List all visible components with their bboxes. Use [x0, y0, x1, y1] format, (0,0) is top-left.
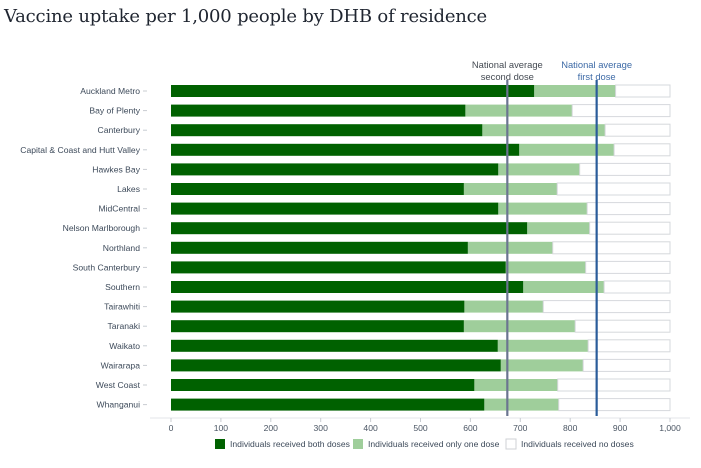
x-tick-label: 800 [563, 423, 578, 433]
category-label: Whanganui [97, 400, 141, 410]
bar-segment-no-doses [585, 260, 671, 274]
category-label: West Coast [96, 380, 141, 390]
bar-segment-one-dose [482, 124, 606, 137]
bar-segment-one-dose [467, 241, 553, 254]
reference-line-label: National average [561, 59, 632, 70]
category-label: Bay of Plenty [89, 106, 140, 116]
bar-segment-both-doses [171, 104, 466, 117]
bar-segment-both-doses [171, 359, 501, 372]
bar-segment-no-doses [615, 84, 671, 98]
legend-label: Individuals received no doses [521, 439, 634, 449]
bar-segment-one-dose [464, 300, 544, 313]
bar-segment-both-doses [171, 339, 498, 352]
category-label: Capital & Coast and Hutt Valley [20, 145, 140, 155]
x-tick-label: 600 [463, 423, 478, 433]
x-tick-label: 900 [613, 423, 628, 433]
reference-line-label: National average [472, 59, 543, 70]
bar-segment-both-doses [171, 202, 499, 215]
legend: Individuals received both doses Individua… [215, 438, 634, 450]
category-label: Nelson Marlborough [63, 223, 141, 233]
legend-label: Individuals received both doses [230, 439, 350, 449]
category-label: MidCentral [98, 204, 140, 214]
bar-segment-one-dose [463, 320, 576, 333]
bar-segment-one-dose [474, 379, 558, 391]
bar-segment-both-doses [171, 222, 528, 235]
bar-segment-one-dose [500, 359, 584, 372]
bars [171, 84, 671, 412]
bar-segment-one-dose [463, 183, 558, 195]
legend-label: Individuals received only one dose [368, 439, 500, 449]
bar-segment-one-dose [497, 339, 589, 352]
category-label: Taranaki [108, 321, 141, 331]
category-label: Canterbury [97, 125, 140, 135]
bar-segment-both-doses [171, 183, 464, 195]
x-tick-label: 700 [513, 423, 528, 433]
bar-segment-no-doses [558, 398, 671, 412]
x-tick-label: 300 [314, 423, 329, 433]
bar-segment-both-doses [171, 281, 524, 293]
legend-swatch [353, 439, 363, 449]
reference-line-label: first dose [578, 71, 616, 82]
bar-segment-one-dose [505, 261, 586, 274]
category-labels: Auckland Metro Bay of Plenty Canterbury Cap… [20, 86, 147, 410]
chart-title: Vaccine uptake per 1,000 people by DHB o… [4, 6, 488, 27]
bar-segment-both-doses [171, 85, 535, 97]
category-label: Wairarapa [101, 360, 141, 370]
bar-segment-no-doses [582, 358, 671, 372]
reference-line-label: second dose [481, 71, 534, 82]
x-axis: 0 100 200 300 400 500 600 700 800 900 1,000 [150, 417, 690, 433]
bar-segment-no-doses [604, 123, 671, 137]
category-label: Lakes [117, 184, 140, 194]
legend-swatch [215, 439, 225, 449]
category-label: Tairawhiti [104, 302, 140, 312]
bar-segment-both-doses [171, 300, 465, 313]
x-tick-label: 1,000 [659, 423, 681, 433]
x-tick-label: 100 [214, 423, 229, 433]
bar-segment-no-doses [556, 182, 671, 196]
category-label: Waikato [109, 341, 140, 351]
bar-segment-no-doses [586, 202, 671, 216]
bar-segment-one-dose [527, 222, 590, 235]
bar-segment-one-dose [523, 281, 605, 293]
bar-segment-one-dose [534, 85, 616, 97]
bar-segment-one-dose [498, 202, 588, 215]
bar-segment-both-doses [171, 163, 499, 176]
x-tick-label: 200 [264, 423, 279, 433]
bar-segment-both-doses [171, 143, 520, 156]
bar-segment-one-dose [498, 163, 580, 176]
category-label: Hawkes Bay [92, 164, 140, 174]
bar-segment-no-doses [542, 300, 671, 314]
x-tick-label: 500 [413, 423, 428, 433]
bar-segment-no-doses [587, 339, 671, 353]
category-label: Northland [103, 243, 140, 253]
bar-segment-no-doses [557, 378, 671, 392]
legend-swatch [505, 438, 517, 450]
bar-segment-both-doses [171, 379, 475, 391]
category-label: Auckland Metro [80, 86, 140, 96]
bar-segment-one-dose [519, 143, 615, 156]
x-tick-label: 0 [169, 423, 174, 433]
bar-segment-both-doses [171, 398, 485, 411]
bar-segment-one-dose [465, 104, 573, 117]
bar-segment-no-doses [589, 221, 671, 235]
bar-segment-both-doses [171, 261, 506, 274]
x-tick-label: 400 [363, 423, 378, 433]
category-label: South Canterbury [73, 262, 141, 272]
bar-segment-one-dose [484, 398, 559, 411]
bar-segment-no-doses [579, 162, 671, 176]
category-label: Southern [105, 282, 140, 292]
bar-segment-no-doses [613, 143, 671, 157]
bar-segment-both-doses [171, 124, 483, 137]
bar-segment-no-doses [603, 280, 671, 294]
bar-segment-no-doses [552, 241, 671, 255]
bar-segment-no-doses [571, 104, 671, 118]
bar-segment-both-doses [171, 241, 468, 254]
bar-segment-no-doses [574, 319, 671, 333]
bar-segment-both-doses [171, 320, 464, 333]
